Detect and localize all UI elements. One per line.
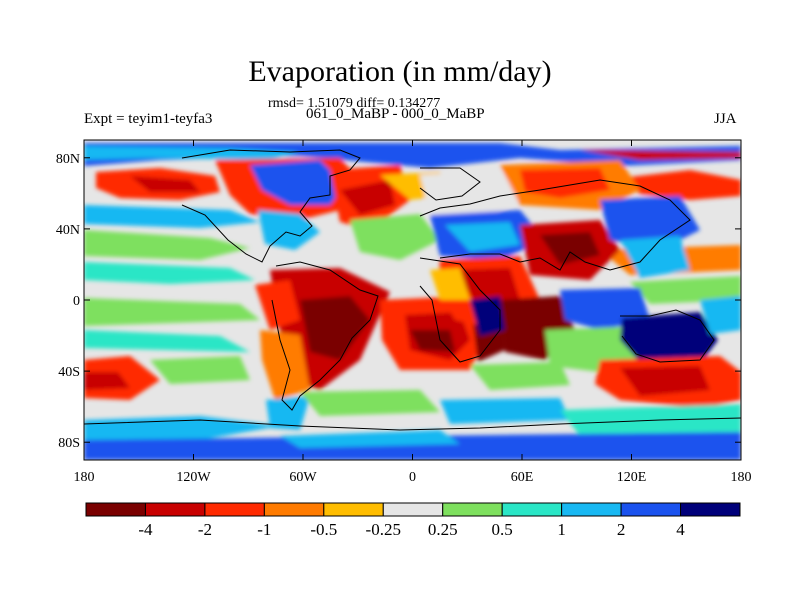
- lat-tick-label: 0: [73, 294, 80, 309]
- colorbar-label: 4: [676, 520, 685, 539]
- difference-label: 061_0_MaBP - 000_0_MaBP: [306, 106, 485, 122]
- colorbar-label: -2: [198, 520, 212, 539]
- colorbar-label: -0.5: [310, 520, 337, 539]
- colorbar: -4 -2 -1 -0.5 -0.25 0.25 0.5 1 2 4: [85, 502, 741, 539]
- colorbar-swatch: [85, 502, 146, 517]
- colorbar-swatch: [204, 502, 265, 517]
- colorbar-label: -1: [257, 520, 271, 539]
- colorbar-label: 1: [557, 520, 566, 539]
- colorbar-label: 2: [617, 520, 626, 539]
- lat-tick-label: 80N: [56, 152, 80, 167]
- colorbar-swatch: [263, 502, 325, 517]
- colorbar-label: -0.25: [366, 520, 401, 539]
- stats-line: rmsd= 1.51079 diff= 0.134277: [268, 96, 441, 111]
- colorbar-swatch: [561, 502, 622, 517]
- map-axes: 180 120W 60W 0 60E 120E 180 80N 40N 0 40S 80S: [56, 140, 752, 485]
- chart-title: Evaporation (in mm/day): [248, 55, 552, 88]
- colorbar-swatch: [442, 502, 503, 517]
- colorbar-label: 0.5: [492, 520, 513, 539]
- colorbar-label: -4: [138, 520, 153, 539]
- lat-tick-label: 40N: [56, 223, 80, 238]
- lon-tick-label: 180: [74, 470, 95, 485]
- lat-tick-label: 80S: [58, 436, 80, 451]
- colorbar-swatch: [620, 502, 682, 517]
- lat-tick-label: 40S: [58, 365, 80, 380]
- lon-tick-label: 60E: [511, 470, 534, 485]
- lon-tick-label: 120E: [617, 470, 647, 485]
- lon-tick-label: 120W: [176, 470, 211, 485]
- experiment-label: Expt = teyim1-teyfa3: [84, 111, 213, 127]
- colorbar-swatch: [323, 502, 384, 517]
- colorbar-swatch: [680, 502, 741, 517]
- coastlines: [84, 149, 741, 431]
- colorbar-swatch: [382, 502, 444, 517]
- evaporation-field: [84, 140, 741, 460]
- lon-tick-label: 180: [731, 470, 752, 485]
- colorbar-swatch: [501, 502, 563, 517]
- season-label: JJA: [714, 111, 737, 127]
- lon-tick-label: 0: [409, 470, 416, 485]
- lon-tick-label: 60W: [289, 470, 317, 485]
- colorbar-swatch: [144, 502, 206, 517]
- colorbar-label: 0.25: [428, 520, 458, 539]
